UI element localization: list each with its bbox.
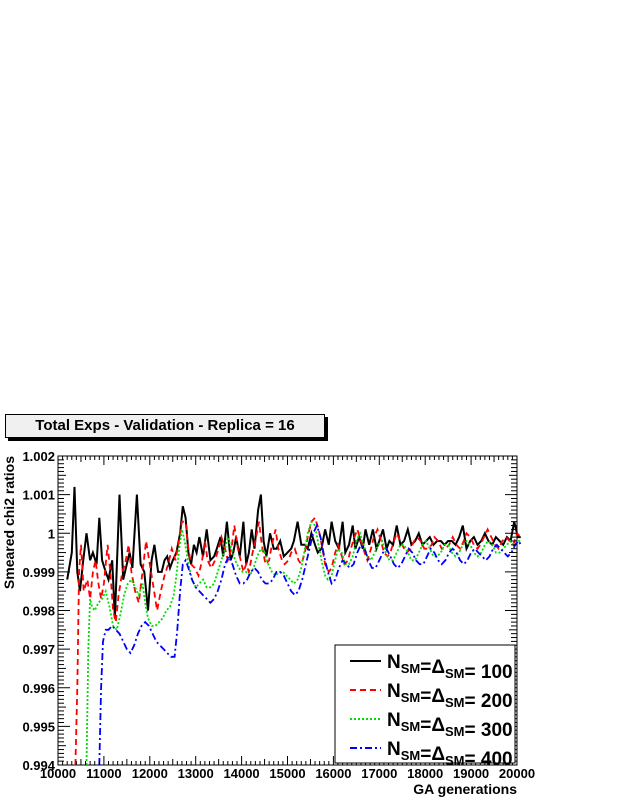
legend-label-3: NSM=ΔSM= 300	[387, 710, 513, 741]
y-tick-label: 0.995	[22, 719, 55, 734]
y-tick-label: 0.998	[22, 604, 55, 619]
chart-title: Total Exps - Validation - Replica = 16	[5, 414, 325, 438]
series-line-3	[85, 519, 521, 766]
y-tick-label: 0.997	[22, 642, 55, 657]
y-tick-label: 0.994	[22, 758, 55, 773]
y-axis-title: Smeared chi2 ratios	[1, 456, 17, 589]
x-tick-label: 15000	[269, 766, 305, 781]
x-tick-label: 17000	[361, 766, 397, 781]
x-tick-label: 13000	[178, 766, 214, 781]
legend-label-1: NSM=ΔSM= 100	[387, 652, 513, 683]
series-line-4	[98, 523, 522, 766]
x-tick-label: 10000	[40, 766, 76, 781]
x-axis-title: GA generations	[413, 781, 517, 797]
x-tick-label: 18000	[407, 766, 443, 781]
legend-label-2: NSM=ΔSM= 200	[387, 681, 513, 712]
y-tick-label: 1.002	[22, 449, 55, 464]
x-tick-label: 19000	[453, 766, 489, 781]
series-line-1	[66, 486, 521, 619]
x-tick-label: 20000	[499, 766, 535, 781]
tick-labels-layer: 10000 11000 12000 13000 14000 15000 16000 17000…	[22, 449, 535, 781]
x-tick-label: 16000	[315, 766, 351, 781]
x-tick-label: 14000	[224, 766, 260, 781]
x-tick-label: 12000	[132, 766, 168, 781]
x-tick-label: 11000	[86, 766, 121, 781]
y-tick-label: 0.999	[22, 565, 55, 580]
y-tick-label: 1	[48, 526, 55, 541]
series-layer	[66, 486, 522, 766]
legend-label-4: NSM=ΔSM= 400	[387, 739, 513, 770]
y-tick-label: 1.001	[22, 488, 55, 503]
legend-box	[334, 644, 516, 764]
y-tick-label: 0.996	[22, 681, 55, 696]
